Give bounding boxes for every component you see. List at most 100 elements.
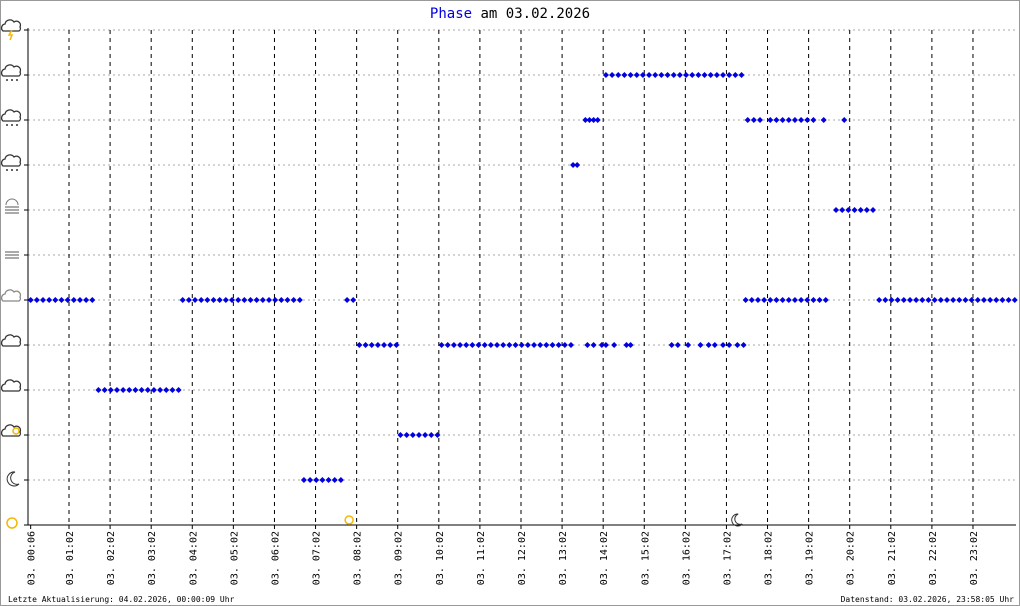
data-point — [500, 342, 507, 348]
data-point — [900, 297, 907, 303]
data-point — [598, 342, 605, 348]
x-tick-label: 03. 17:02 — [722, 531, 733, 585]
y-icon — [11, 124, 13, 126]
title-keyword: Phase — [430, 6, 472, 22]
data-point — [602, 72, 609, 78]
data-point — [582, 117, 589, 123]
data-point — [216, 297, 223, 303]
x-tick-label: 03. 02:02 — [106, 531, 117, 585]
data-point — [307, 477, 314, 483]
data-point — [586, 117, 593, 123]
data-point — [754, 297, 761, 303]
data-point — [773, 297, 780, 303]
x-tick-label: 03. 09:02 — [394, 531, 405, 585]
y-icon — [6, 517, 18, 529]
data-point — [919, 297, 926, 303]
data-point — [857, 207, 864, 213]
data-point — [950, 297, 957, 303]
data-point — [779, 297, 786, 303]
data-point — [113, 387, 120, 393]
sunset-marker — [731, 513, 743, 527]
data-point — [720, 342, 727, 348]
y-icon — [11, 79, 13, 81]
data-point — [798, 297, 805, 303]
data-point — [27, 297, 34, 303]
x-tick-label: 03. 23:02 — [969, 531, 980, 585]
data-point — [175, 387, 182, 393]
x-tick-label: 03. 04:02 — [188, 531, 199, 585]
data-point — [570, 162, 577, 168]
data-point — [574, 162, 581, 168]
x-tick-label: 03. 00:06 — [27, 531, 38, 585]
data-point — [409, 432, 416, 438]
data-point — [481, 342, 488, 348]
data-point — [773, 117, 780, 123]
y-icon — [0, 289, 22, 302]
data-point — [627, 342, 634, 348]
data-point — [278, 297, 285, 303]
data-point — [494, 342, 501, 348]
chart-title: Phase am 03.02.2026 — [430, 6, 590, 22]
data-point — [555, 342, 562, 348]
x-tick-label: 03. 16:02 — [681, 531, 692, 585]
data-point — [457, 342, 464, 348]
data-point — [549, 342, 556, 348]
data-point — [987, 297, 994, 303]
data-point — [668, 342, 675, 348]
data-point — [296, 297, 303, 303]
data-point — [943, 297, 950, 303]
data-point — [192, 297, 199, 303]
data-point — [368, 342, 375, 348]
x-tick-label: 03. 13:02 — [558, 531, 569, 585]
data-point — [894, 297, 901, 303]
data-point — [76, 297, 83, 303]
data-point — [734, 342, 741, 348]
data-point — [89, 297, 96, 303]
data-point — [83, 297, 90, 303]
y-icon — [0, 64, 22, 77]
data-point — [475, 342, 482, 348]
data-point — [748, 297, 755, 303]
data-point — [602, 342, 609, 348]
data-point — [126, 387, 133, 393]
data-point — [46, 297, 53, 303]
data-point — [685, 342, 692, 348]
data-point — [95, 387, 102, 393]
data-point — [387, 342, 394, 348]
data-point — [804, 117, 811, 123]
data-point — [956, 297, 963, 303]
data-point — [101, 387, 108, 393]
data-point — [58, 297, 65, 303]
data-point — [561, 342, 568, 348]
data-point — [615, 72, 622, 78]
x-tick-label: 03. 03:02 — [147, 531, 158, 585]
data-point — [543, 342, 550, 348]
data-point — [683, 72, 690, 78]
data-point — [993, 297, 1000, 303]
data-point — [639, 72, 646, 78]
data-point — [937, 297, 944, 303]
data-point — [974, 297, 981, 303]
x-tick-label: 03. 10:02 — [435, 531, 446, 585]
data-point — [646, 72, 653, 78]
data-point — [222, 297, 229, 303]
data-point — [611, 342, 618, 348]
data-point — [120, 387, 127, 393]
data-point — [627, 72, 634, 78]
data-point — [319, 477, 326, 483]
data-point — [841, 117, 848, 123]
y-icon — [16, 79, 18, 81]
data-point — [882, 297, 889, 303]
data-point — [810, 297, 817, 303]
data-point — [290, 297, 297, 303]
data-point — [506, 342, 513, 348]
data-point — [185, 297, 192, 303]
data-point — [594, 117, 601, 123]
data-point — [705, 342, 712, 348]
data-point — [169, 387, 176, 393]
data-point — [767, 117, 774, 123]
data-point — [463, 342, 470, 348]
data-point — [138, 387, 145, 393]
data-point — [913, 297, 920, 303]
